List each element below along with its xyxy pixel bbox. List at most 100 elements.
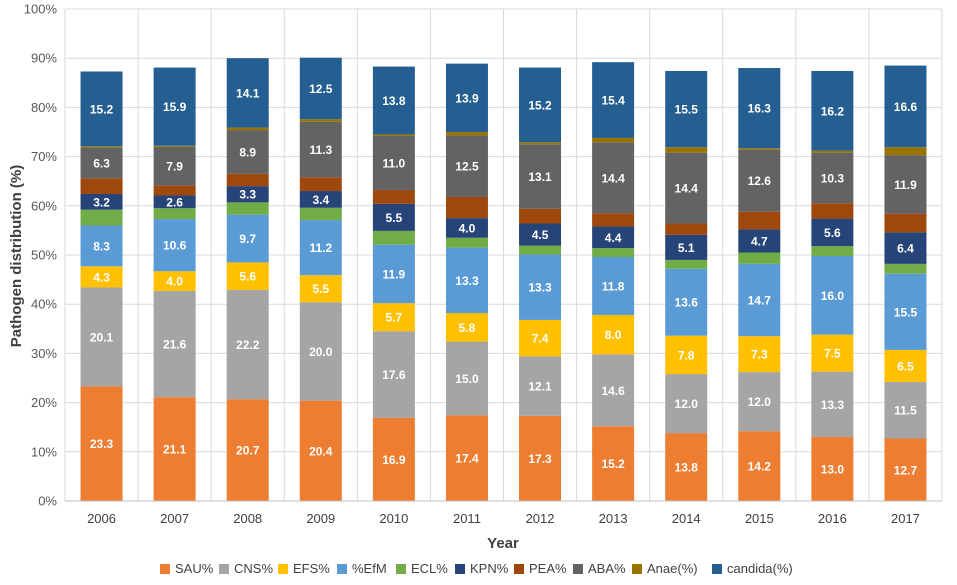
legend: SAU% CNS% EFS% %EfM ECL% KPN% PEA% ABA% Anae(%) c… <box>160 561 793 576</box>
y-tick-label: 50% <box>31 248 57 263</box>
legend-swatch <box>514 564 524 574</box>
legend-swatch <box>573 564 583 574</box>
bar-segment <box>519 67 562 143</box>
data-label: 4.5 <box>532 228 549 242</box>
bar-segment <box>153 290 196 398</box>
bar-segment <box>884 147 927 156</box>
bar-segment <box>153 185 196 196</box>
legend-label: Anae(%) <box>647 561 698 576</box>
legend-item: EFS% <box>278 561 330 576</box>
data-label: 3.2 <box>93 195 110 209</box>
data-label: 4.0 <box>459 221 476 235</box>
data-labels: 23.3 20.1 4.3 8.3 3.2 6.3 15.2 21.1 21.6 4.0 10.6 2… <box>90 82 918 477</box>
data-label: 5.5 <box>386 211 403 225</box>
bar-segment <box>372 331 415 418</box>
legend-label: SAU% <box>175 561 214 576</box>
y-axis-title: Pathogen distribution (%) <box>8 165 25 347</box>
data-label: 13.8 <box>675 461 699 475</box>
bar-segment <box>445 341 488 416</box>
bar-segment <box>445 415 488 501</box>
legend-item: CNS% <box>219 561 273 576</box>
bar-segment <box>153 219 196 272</box>
bar-segment <box>153 208 196 220</box>
legend-label: ECL% <box>411 561 448 576</box>
bar-segment <box>665 374 708 434</box>
data-label: 7.4 <box>532 332 549 346</box>
bar-segment <box>884 349 927 382</box>
data-label: 15.0 <box>455 372 479 386</box>
data-label: 8.3 <box>93 239 110 253</box>
x-tick-label: 2010 <box>379 511 408 526</box>
bar-segment <box>372 244 415 304</box>
data-label: 4.0 <box>166 275 183 289</box>
bar-segment <box>665 335 708 375</box>
bar-segment <box>811 70 854 151</box>
data-label: 3.4 <box>312 193 329 207</box>
bar-segment <box>884 155 927 214</box>
x-tick-label: 2012 <box>526 511 555 526</box>
data-label: 5.1 <box>678 241 695 255</box>
legend-label: PEA% <box>529 561 567 576</box>
data-label: 22.2 <box>236 338 260 352</box>
y-tick-label: 80% <box>31 100 57 115</box>
data-label: 16.2 <box>821 104 845 118</box>
legend-swatch <box>632 564 642 574</box>
data-label: 13.3 <box>821 398 845 412</box>
data-label: 15.2 <box>528 98 552 112</box>
bar-segment <box>299 400 342 501</box>
bar-segment <box>153 271 196 291</box>
data-label: 7.9 <box>166 160 183 174</box>
data-label: 7.8 <box>678 348 695 362</box>
data-label: 16.9 <box>382 453 406 467</box>
bar-segment <box>519 319 562 357</box>
bar-segment <box>665 223 708 235</box>
data-label: 13.9 <box>455 91 479 105</box>
bar-segment <box>445 63 488 132</box>
bar-segment <box>80 71 123 147</box>
data-label: 10.6 <box>163 239 187 253</box>
legend-item: candida(%) <box>712 561 793 576</box>
data-label: 7.5 <box>824 347 841 361</box>
y-tick-label: 10% <box>31 444 57 459</box>
bar-segment <box>226 173 269 187</box>
bar-segment <box>738 229 781 253</box>
bar-segment <box>665 268 708 336</box>
y-tick-label: 60% <box>31 198 57 213</box>
bar-segment <box>299 207 342 221</box>
bar-segment <box>80 178 123 194</box>
bar-segment <box>738 211 781 230</box>
bar-segment <box>80 225 123 267</box>
data-label: 17.4 <box>455 452 479 466</box>
bar-segment <box>299 119 342 122</box>
bars <box>80 57 927 501</box>
bar-segment <box>665 147 708 153</box>
bar-segment <box>811 218 854 247</box>
bar-segment <box>372 66 415 135</box>
bar-segment <box>665 70 708 148</box>
gridlines <box>64 8 943 502</box>
bar-segment <box>80 386 123 501</box>
legend-item: SAU% <box>160 561 214 576</box>
bar-segment <box>738 148 781 150</box>
data-label: 12.5 <box>455 160 479 174</box>
bar-segment <box>445 218 488 238</box>
data-label: 21.6 <box>163 338 187 352</box>
bar-segment <box>665 234 708 260</box>
bar-segment <box>80 287 123 387</box>
bar-segment <box>519 208 562 224</box>
bar-segment <box>738 372 781 432</box>
legend-item: PEA% <box>514 561 567 576</box>
bar-segment <box>884 273 927 350</box>
x-tick-label: 2011 <box>453 511 481 526</box>
bar-segment <box>592 256 635 316</box>
bar-segment <box>372 134 415 136</box>
bar-segment <box>372 303 415 332</box>
bar-segment <box>372 230 415 245</box>
bar-segment <box>592 426 635 501</box>
legend-swatch <box>160 564 170 574</box>
data-label: 5.6 <box>824 226 841 240</box>
bar-segment <box>592 315 635 355</box>
bar-segment <box>811 437 854 501</box>
data-label: 17.3 <box>528 452 552 466</box>
bar-segment <box>226 130 269 174</box>
